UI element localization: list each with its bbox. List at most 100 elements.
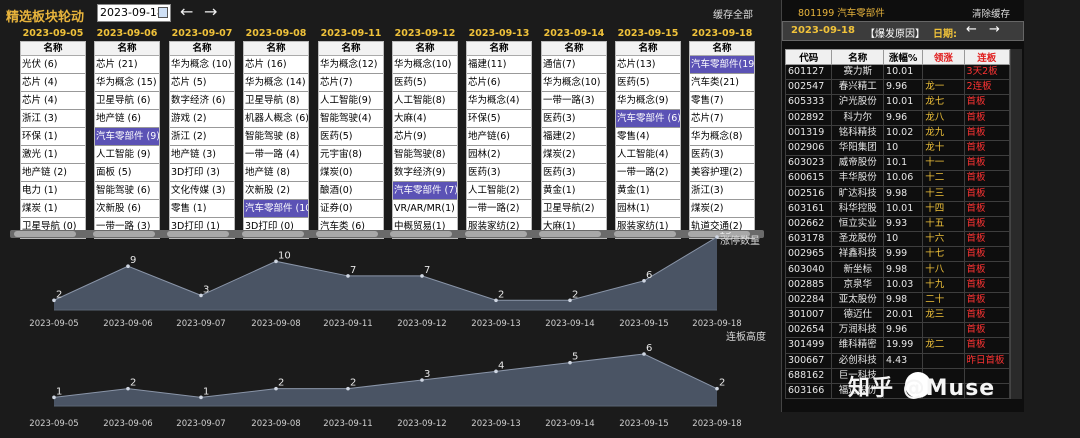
sector-item[interactable]: 医药(5)	[393, 74, 457, 92]
sector-item[interactable]: 汽车零部件 (7)	[393, 182, 457, 200]
header-code[interactable]: 代码	[784, 49, 833, 65]
sector-item[interactable]: 卫星导航 (8)	[244, 92, 308, 110]
data-point[interactable]	[199, 395, 203, 400]
sector-item[interactable]: 光伏 (6)	[21, 56, 85, 74]
data-point[interactable]	[52, 298, 56, 303]
sector-item[interactable]: 酿酒(0)	[319, 182, 383, 200]
data-point[interactable]	[642, 352, 646, 356]
sector-item[interactable]: 大麻(4)	[393, 110, 457, 128]
sector-item[interactable]: 煤炭 (1)	[21, 200, 85, 218]
header-streak[interactable]: 连板	[963, 49, 1011, 65]
column-header[interactable]: 名称	[95, 42, 159, 56]
sector-item[interactable]: 园林(2)	[467, 146, 531, 164]
sector-item[interactable]: 芯片(13)	[616, 56, 680, 74]
sector-item[interactable]: 人工智能 (9)	[95, 146, 159, 164]
horizontal-scrollbar[interactable]	[10, 230, 764, 238]
prev-date-button[interactable]: ←	[180, 2, 194, 21]
sector-item[interactable]: 游戏 (2)	[170, 110, 234, 128]
scrollbar-thumb[interactable]	[167, 231, 229, 237]
sector-item[interactable]: 煤炭(2)	[542, 146, 606, 164]
sector-item[interactable]: 医药(3)	[542, 110, 606, 128]
table-row[interactable]: 002654 万润科技 9.96 首板	[784, 322, 1011, 339]
sector-item[interactable]: 零售(7)	[690, 92, 754, 110]
table-row[interactable]: 002965 祥鑫科技 9.99 十七 首板	[784, 246, 1011, 263]
cache-all-button[interactable]: 缓存全部	[713, 10, 753, 21]
sector-item[interactable]: 黄金(1)	[542, 182, 606, 200]
sector-item[interactable]: 华为概念(10)	[542, 74, 606, 92]
sector-item[interactable]: 芯片 (16)	[244, 56, 308, 74]
sector-item[interactable]: 浙江(3)	[690, 182, 754, 200]
header-pct[interactable]: 涨幅%	[883, 49, 924, 65]
sector-item[interactable]: 一带一路(2)	[616, 164, 680, 182]
sector-item[interactable]: 一带一路(2)	[467, 200, 531, 218]
table-row[interactable]: 002516 旷达科技 9.98 十三 首板	[784, 185, 1011, 202]
sector-item[interactable]: 美容护理(2)	[690, 164, 754, 182]
sector-item[interactable]: 人工智能(4)	[616, 146, 680, 164]
sector-item[interactable]: 华为概念(10)	[393, 56, 457, 74]
sector-item[interactable]: 零售 (1)	[170, 200, 234, 218]
data-point[interactable]	[494, 369, 498, 374]
scrollbar-thumb[interactable]	[390, 231, 452, 237]
table-row[interactable]: 603023 威帝股份 10.1 十一 首板	[784, 155, 1011, 172]
column-header[interactable]: 名称	[467, 42, 531, 56]
data-point[interactable]	[420, 378, 424, 382]
sector-item[interactable]: 机器人概念 (6)	[244, 110, 308, 128]
sector-item[interactable]: 华为概念 (15)	[95, 74, 159, 92]
sector-item[interactable]: 人工智能(9)	[319, 92, 383, 110]
table-row[interactable]: 603178 圣龙股份 10 十六 首板	[784, 231, 1011, 248]
data-point[interactable]	[568, 360, 572, 365]
sector-item[interactable]: 华为概念 (10)	[170, 56, 234, 74]
sector-item[interactable]: 环保(5)	[467, 110, 531, 128]
sector-item[interactable]: 园林(1)	[616, 200, 680, 218]
sector-item[interactable]: 文化传媒 (3)	[170, 182, 234, 200]
sector-item[interactable]: 数字经济 (6)	[170, 92, 234, 110]
sector-item[interactable]: VR/AR/MR(1)	[393, 200, 457, 218]
scrollbar-thumb[interactable]	[465, 231, 527, 237]
sector-item[interactable]: 汽车类(21)	[690, 74, 754, 92]
sector-item[interactable]: 芯片(7)	[319, 74, 383, 92]
table-row[interactable]: 301499 维科精密 19.99 龙二 首板	[784, 337, 1011, 354]
sector-item[interactable]: 卫星导航(2)	[542, 200, 606, 218]
sector-item[interactable]: 福建(2)	[542, 128, 606, 146]
data-point[interactable]	[199, 293, 203, 298]
sector-item[interactable]: 卫星导航 (6)	[95, 92, 159, 110]
data-point[interactable]	[52, 395, 56, 400]
data-point[interactable]	[274, 386, 278, 391]
scrollbar-thumb[interactable]	[539, 231, 601, 237]
sector-item[interactable]: 芯片(6)	[467, 74, 531, 92]
sector-item[interactable]: 黄金(1)	[616, 182, 680, 200]
data-point[interactable]	[715, 386, 719, 391]
sector-item[interactable]: 芯片 (21)	[95, 56, 159, 74]
table-row[interactable]: 603161 科华控股 10.01 十四 首板	[784, 200, 1011, 217]
column-header[interactable]: 名称	[542, 42, 606, 56]
sector-item[interactable]: 医药(3)	[690, 146, 754, 164]
sector-item[interactable]: 华为概念 (14)	[244, 74, 308, 92]
sector-item[interactable]: 人工智能(8)	[393, 92, 457, 110]
calendar-icon[interactable]	[158, 7, 168, 18]
scrollbar-thumb[interactable]	[688, 231, 750, 237]
column-header[interactable]: 名称	[616, 42, 680, 56]
panel-next-button[interactable]: →	[989, 22, 1000, 37]
table-row[interactable]: 603040 新坐标 9.98 十八 首板	[784, 261, 1011, 278]
scrollbar-thumb[interactable]	[242, 231, 304, 237]
sector-item[interactable]: 芯片 (4)	[21, 92, 85, 110]
header-name[interactable]: 名称	[831, 49, 885, 65]
scrollbar-thumb[interactable]	[614, 231, 676, 237]
sector-item[interactable]: 华为概念(8)	[690, 128, 754, 146]
sector-item[interactable]: 煤炭(0)	[319, 164, 383, 182]
sector-item[interactable]: 地产链 (2)	[21, 164, 85, 182]
sector-item[interactable]: 智能驾驶(8)	[393, 146, 457, 164]
sector-item[interactable]: 人工智能(2)	[467, 182, 531, 200]
data-point[interactable]	[642, 279, 646, 283]
sector-item[interactable]: 环保 (1)	[21, 128, 85, 146]
sector-item[interactable]: 3D打印 (3)	[170, 164, 234, 182]
scrollbar-thumb[interactable]	[316, 231, 378, 237]
data-point[interactable]	[126, 264, 130, 268]
table-row[interactable]: 002284 亚太股份 9.98 二十 首板	[784, 291, 1011, 309]
sector-item[interactable]: 面板 (5)	[95, 164, 159, 182]
data-point[interactable]	[126, 386, 130, 391]
table-row[interactable]: 605333 沪光股份 10.01 龙七 首板	[784, 94, 1011, 111]
sector-item[interactable]: 地产链 (6)	[95, 110, 159, 128]
sector-item[interactable]: 激光 (1)	[21, 146, 85, 164]
sector-item[interactable]: 医药(5)	[319, 128, 383, 146]
